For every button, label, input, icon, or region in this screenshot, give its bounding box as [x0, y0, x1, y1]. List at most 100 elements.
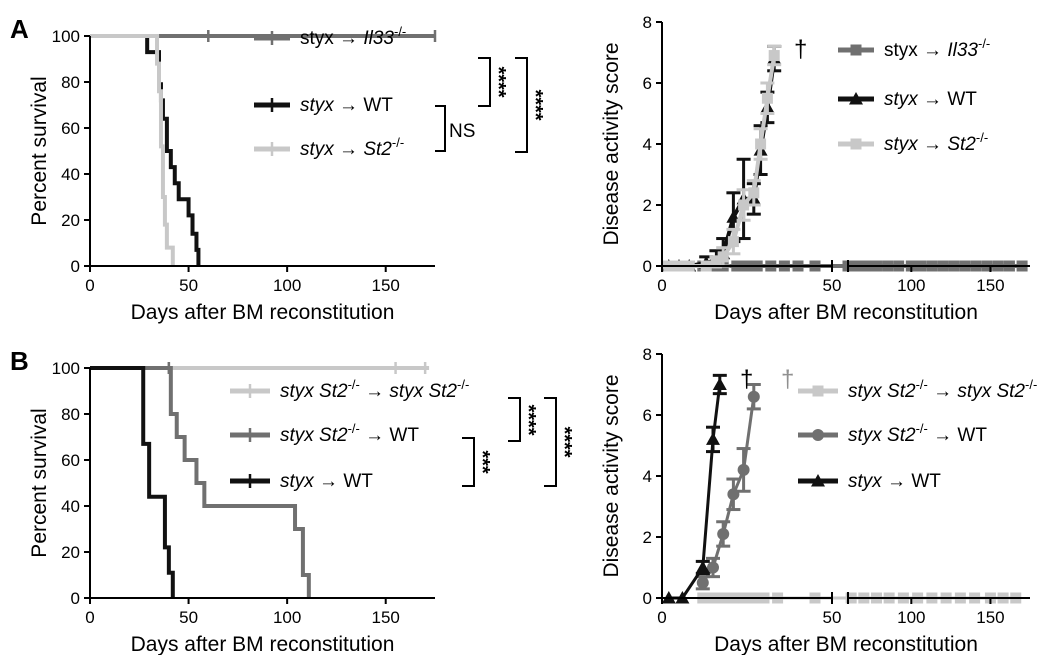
- data-point: [710, 257, 722, 269]
- x-tick-label: 50: [179, 608, 198, 627]
- y-tick-label: 6: [643, 406, 652, 425]
- data-point: [755, 138, 767, 150]
- x-axis-title: Days after BM reconstitution: [131, 633, 395, 655]
- data-point: [738, 199, 750, 211]
- x-tick-label: 150: [976, 608, 1004, 627]
- y-tick-label: 20: [61, 543, 80, 562]
- chart-survival-b: 0 50 100 150 0 20 40 60 80 100 Days after BM recon…: [28, 359, 575, 655]
- x-axis-title: Days after BM reconstitution: [714, 633, 978, 655]
- data-point: [727, 236, 739, 248]
- y-axis-title: Percent survival: [28, 408, 51, 557]
- legend-label: styx → WT: [848, 471, 941, 492]
- significance-stars: ****: [487, 66, 509, 97]
- legend-label: styx → Il33-/-: [884, 36, 990, 61]
- significance-bracket: [544, 397, 557, 487]
- x-tick-label: 0: [85, 608, 94, 627]
- x-tick-label: 0: [657, 608, 666, 627]
- legend-marker: [812, 385, 824, 397]
- legend-marker: [811, 474, 825, 487]
- data-point: [695, 560, 710, 573]
- x-tick-label: 150: [372, 608, 400, 627]
- survival-curve: [90, 366, 175, 598]
- dagger-mark: †: [740, 366, 753, 393]
- legend-label: styx St2-/- → styx St2-/-: [848, 377, 1037, 402]
- survival-curve: [90, 34, 201, 266]
- data-point: [717, 251, 729, 263]
- x-tick-label: 0: [85, 276, 94, 295]
- y-axis-title: Disease activity score: [600, 42, 623, 245]
- x-tick-label: 50: [179, 276, 198, 295]
- legend-marker: [850, 44, 862, 56]
- x-tick-label: 150: [372, 276, 400, 295]
- dagger-mark: †: [794, 36, 807, 63]
- survival-curve: [90, 34, 175, 266]
- y-tick-label: 2: [643, 528, 652, 547]
- x-tick-label: 100: [897, 276, 925, 295]
- y-tick-label: 60: [61, 119, 80, 138]
- y-tick-label: 4: [643, 467, 652, 486]
- x-tick-label: 100: [897, 608, 925, 627]
- data-point: [747, 390, 760, 403]
- significance-bracket: [462, 437, 475, 487]
- y-tick-label: 0: [71, 589, 80, 608]
- survival-curve: [90, 366, 311, 598]
- significance-stars: ****: [517, 404, 539, 435]
- series-line: [668, 55, 777, 268]
- y-tick-label: 8: [643, 345, 652, 364]
- ns-label: NS: [449, 121, 475, 142]
- legend-label: styx St2-/- → WT: [848, 421, 987, 446]
- significance-bracket: [435, 105, 446, 152]
- legend-label: styx St2-/- → styx St2-/-: [280, 377, 469, 402]
- data-point: [707, 561, 719, 574]
- data-point: [717, 527, 730, 540]
- legend-marker: [812, 429, 824, 441]
- data-point: [706, 432, 720, 445]
- legend-marker: [850, 138, 862, 150]
- y-tick-label: 20: [61, 211, 80, 230]
- legend-marker: [849, 92, 863, 105]
- panel-letter-b: B: [10, 346, 29, 376]
- y-tick-label: 0: [71, 257, 80, 276]
- y-tick-label: 60: [61, 451, 80, 470]
- significance-stars: ****: [524, 89, 546, 120]
- x-tick-label: 50: [823, 608, 842, 627]
- legend-label: styx St2-/- → WT: [280, 421, 419, 446]
- legend-label: styx → St2-/-: [300, 135, 404, 160]
- x-tick-label: 0: [657, 276, 666, 295]
- y-tick-label: 100: [52, 27, 80, 46]
- y-tick-label: 8: [643, 13, 652, 32]
- significance-stars: ***: [471, 450, 493, 474]
- legend-label: styx → WT: [884, 89, 977, 110]
- data-point: [696, 576, 709, 589]
- y-axis-title: Percent survival: [28, 76, 51, 225]
- x-axis-title: Days after BM reconstitution: [131, 301, 395, 324]
- y-tick-label: 80: [61, 405, 80, 424]
- data-point: [712, 377, 727, 390]
- legend-label: styx → WT: [300, 95, 393, 116]
- x-tick-label: 100: [273, 608, 301, 627]
- legend-label: styx → Il33-/-: [300, 24, 406, 49]
- data-point: [761, 92, 773, 104]
- x-tick-label: 100: [273, 276, 301, 295]
- significance-bracket: [478, 57, 491, 107]
- significance-bracket: [508, 397, 521, 442]
- data-point: [737, 463, 750, 476]
- y-tick-label: 40: [61, 165, 80, 184]
- y-tick-label: 6: [643, 74, 652, 93]
- significance-stars: ****: [553, 426, 575, 457]
- y-tick-label: 0: [643, 589, 652, 608]
- y-tick-label: 80: [61, 73, 80, 92]
- x-tick-label: 50: [823, 276, 842, 295]
- y-tick-label: 2: [643, 196, 652, 215]
- panel-letter-a: A: [10, 14, 29, 44]
- dagger-mark: †: [781, 366, 794, 393]
- legend-label: styx → WT: [280, 471, 373, 492]
- x-axis-title: Days after BM reconstitution: [714, 301, 978, 324]
- y-axis-title: Disease activity score: [600, 374, 623, 577]
- chart-survival-a: 0 50 100 150 0 20 40 60 80 100 Days after BM recon…: [28, 24, 546, 324]
- data-point: [768, 50, 780, 62]
- data-point: [748, 187, 760, 199]
- significance-bracket: [515, 57, 528, 153]
- y-tick-label: 0: [643, 257, 652, 276]
